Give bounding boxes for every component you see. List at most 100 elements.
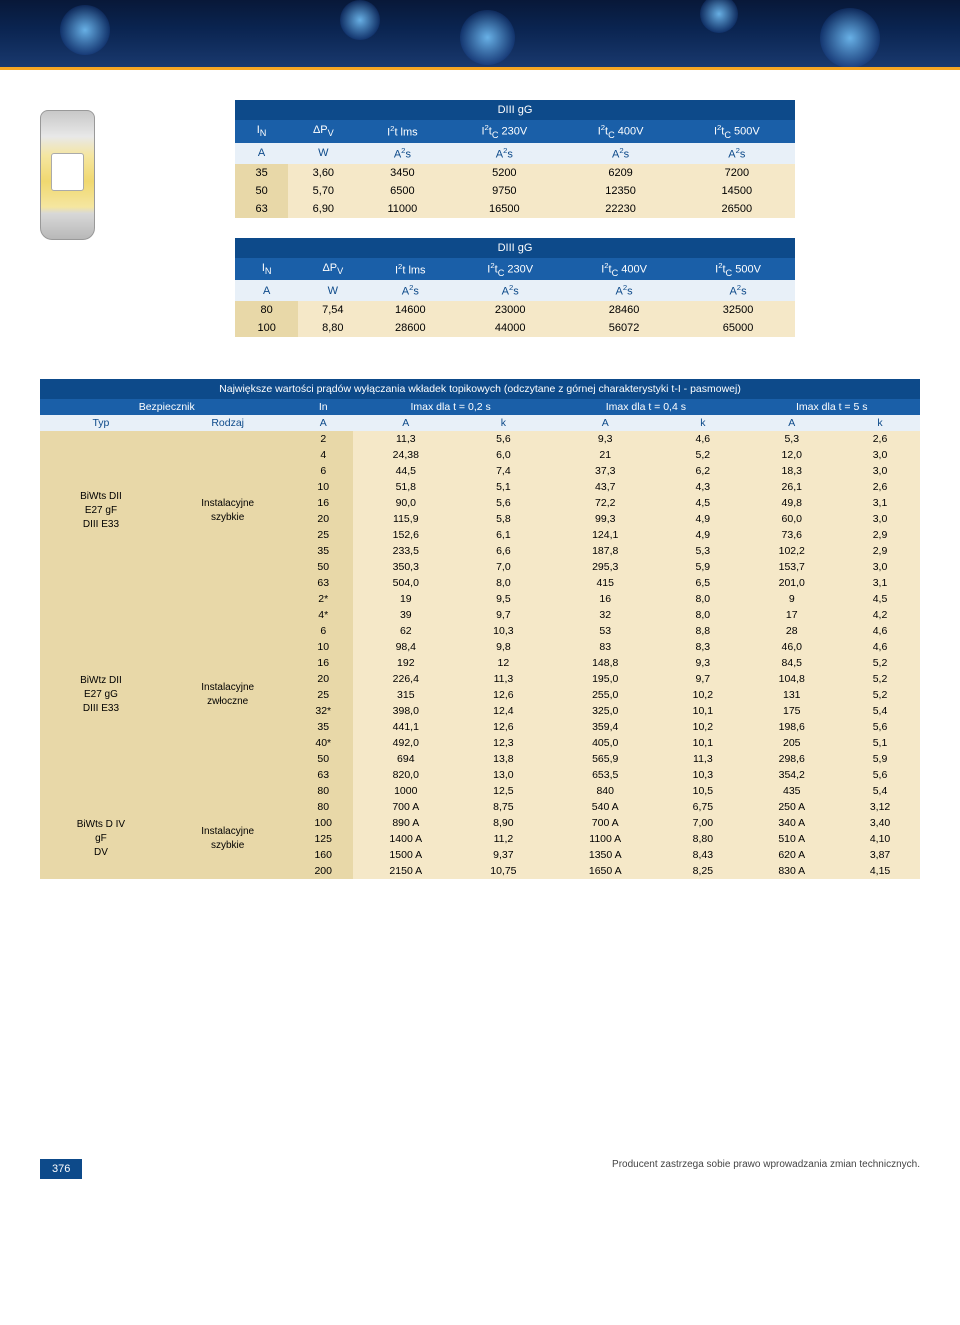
cell: 5,6 xyxy=(459,431,549,447)
cell: 56072 xyxy=(567,319,681,337)
cell: 6,0 xyxy=(459,447,549,463)
cell: 51,8 xyxy=(353,479,459,495)
in-cell: 50 xyxy=(293,559,353,575)
cell: 8,25 xyxy=(662,863,743,879)
cell: 2,9 xyxy=(840,527,920,543)
col-unit: A2s xyxy=(679,143,795,164)
h2: Imax dla t = 5 s xyxy=(743,399,920,415)
cell: 9750 xyxy=(446,182,562,200)
cell: 11,2 xyxy=(459,831,549,847)
cell: 2,9 xyxy=(840,543,920,559)
cell: 16 xyxy=(548,591,662,607)
small-tables-row: DIII gGINΔPVI2t lmsI2tC 230VI2tC 400VI2t… xyxy=(40,100,920,357)
cell: 1650 A xyxy=(548,863,662,879)
cell: 175 xyxy=(743,703,840,719)
cell: 7,4 xyxy=(459,463,549,479)
cell: 32 xyxy=(548,607,662,623)
h2: Imax dla t = 0,4 s xyxy=(548,399,743,415)
cell: 13,0 xyxy=(459,767,549,783)
cell: 359,4 xyxy=(548,719,662,735)
cell: 12350 xyxy=(562,182,678,200)
cell: 5,3 xyxy=(662,543,743,559)
cell: 23000 xyxy=(453,301,567,319)
cell: 694 xyxy=(353,751,459,767)
cell: 28460 xyxy=(567,301,681,319)
cell: 8,43 xyxy=(662,847,743,863)
cell: 9,7 xyxy=(459,607,549,623)
cell: 4,6 xyxy=(840,639,920,655)
cell: 3,87 xyxy=(840,847,920,863)
cell: 5,4 xyxy=(840,703,920,719)
cell: 187,8 xyxy=(548,543,662,559)
cell: 1000 xyxy=(353,783,459,799)
cell: 8,80 xyxy=(662,831,743,847)
cell: 104,8 xyxy=(743,671,840,687)
cell: 10,75 xyxy=(459,863,549,879)
cell: 153,7 xyxy=(743,559,840,575)
h3: A xyxy=(353,415,459,431)
cell: 73,6 xyxy=(743,527,840,543)
col-unit: A2s xyxy=(681,280,795,301)
footer-note: Producent zastrzega sobie prawo wprowadz… xyxy=(612,1159,920,1179)
cell: 8,3 xyxy=(662,639,743,655)
cell: 16500 xyxy=(446,200,562,218)
cell: 13,8 xyxy=(459,751,549,767)
cell: 398,0 xyxy=(353,703,459,719)
cell: 415 xyxy=(548,575,662,591)
cell: 11,3 xyxy=(459,671,549,687)
cell: 5,2 xyxy=(662,447,743,463)
col-header: IN xyxy=(235,258,298,281)
cell: 4,15 xyxy=(840,863,920,879)
cell: 233,5 xyxy=(353,543,459,559)
cell: 115,9 xyxy=(353,511,459,527)
cell: 10,3 xyxy=(662,767,743,783)
cell: 21 xyxy=(548,447,662,463)
cell: 98,4 xyxy=(353,639,459,655)
cell: 83 xyxy=(548,639,662,655)
col-unit: A2s xyxy=(567,280,681,301)
h3: Rodzaj xyxy=(162,415,294,431)
in-cell: 100 xyxy=(293,815,353,831)
cell: 18,3 xyxy=(743,463,840,479)
cell: 5,1 xyxy=(840,735,920,751)
cell: 49,8 xyxy=(743,495,840,511)
in-cell: 63 xyxy=(293,575,353,591)
cell: 830 A xyxy=(743,863,840,879)
cell: 10,1 xyxy=(662,735,743,751)
cell: 540 A xyxy=(548,799,662,815)
cell: 12,4 xyxy=(459,703,549,719)
col-header: IN xyxy=(235,120,288,143)
cell: 435 xyxy=(743,783,840,799)
cell: 2150 A xyxy=(353,863,459,879)
cell: 90,0 xyxy=(353,495,459,511)
cell: 152,6 xyxy=(353,527,459,543)
rodzaj-cell: Instalacyjneszybkie xyxy=(162,799,294,879)
cell: 5,3 xyxy=(743,431,840,447)
col-unit: A xyxy=(235,280,298,301)
in-cell: 63 xyxy=(293,767,353,783)
cell: 195,0 xyxy=(548,671,662,687)
cell: 226,4 xyxy=(353,671,459,687)
cell: 6,2 xyxy=(662,463,743,479)
cell: 1350 A xyxy=(548,847,662,863)
col-header: I2tC 230V xyxy=(446,120,562,143)
cell: 131 xyxy=(743,687,840,703)
cell: 32500 xyxy=(681,301,795,319)
cell: 295,3 xyxy=(548,559,662,575)
cell: 9,37 xyxy=(459,847,549,863)
cell: 4,5 xyxy=(840,591,920,607)
cell: 4,9 xyxy=(662,527,743,543)
cell: 9,5 xyxy=(459,591,549,607)
in-cell: 50 xyxy=(293,751,353,767)
cell: 37,3 xyxy=(548,463,662,479)
cell: 492,0 xyxy=(353,735,459,751)
cell: 46,0 xyxy=(743,639,840,655)
cell: 7,54 xyxy=(298,301,367,319)
cell: 12 xyxy=(459,655,549,671)
cell: 80 xyxy=(235,301,298,319)
cell: 4,10 xyxy=(840,831,920,847)
cell: 26,1 xyxy=(743,479,840,495)
cell: 700 A xyxy=(548,815,662,831)
cell: 8,75 xyxy=(459,799,549,815)
h3: k xyxy=(662,415,743,431)
